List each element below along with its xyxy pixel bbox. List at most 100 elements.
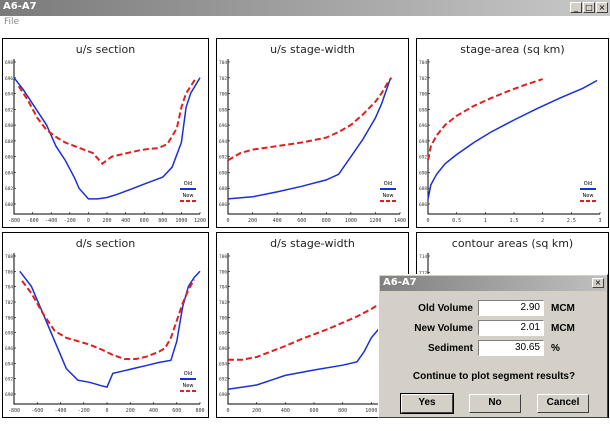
series-line-new [427, 78, 544, 161]
y-tick-label: 698 [219, 331, 227, 337]
chart-ds-section: d/s section 708 706 704 702 700 698 696 694 692 69… [2, 232, 209, 418]
chart-title: u/s stage-width [270, 43, 355, 56]
x-tick-label: -200 [64, 218, 76, 224]
dialog-close-icon[interactable]: × [592, 278, 604, 288]
x-tick-label: -800 [8, 218, 20, 224]
series-line-new [21, 279, 196, 360]
x-tick-label: 1000 [175, 218, 187, 224]
legend-label-old: Old [184, 371, 193, 377]
x-tick-label: -800 [8, 408, 20, 414]
y-tick-label: 704 [219, 60, 227, 66]
new-volume-row: New Volume 2.01 MCM [379, 320, 609, 338]
y-tick-label: 690 [219, 170, 227, 176]
x-tick-label: 600 [140, 218, 149, 224]
results-dialog: A6-A7 × Old Volume 2.90 MCM New Volume 2… [378, 274, 608, 418]
y-tick-label: 700 [219, 92, 227, 98]
y-tick-label: 692 [419, 155, 427, 161]
x-tick-label: 400 [281, 408, 290, 414]
x-tick-label: -600 [31, 408, 43, 414]
sediment-unit: % [551, 343, 560, 354]
x-tick-label: -600 [27, 218, 39, 224]
old-volume-field[interactable]: 2.90 [478, 300, 544, 316]
x-tick-label: 2 [541, 218, 544, 224]
y-tick-label: 702 [219, 300, 227, 306]
x-tick-label: 1200 [369, 218, 381, 224]
x-tick-label: 1400 [394, 218, 406, 224]
y-tick-label: 694 [419, 139, 427, 145]
x-tick-label: 0 [87, 218, 90, 224]
legend-label-old: Old [584, 181, 593, 187]
chart-svg: d/s section 708 706 704 702 700 698 696 694 692 69… [5, 237, 205, 414]
y-tick-label: 700 [219, 315, 227, 321]
y-tick-label: 708 [219, 254, 227, 260]
y-tick-label: 686 [219, 202, 227, 208]
chart-svg: stage-area (sq km) 704 702 700 698 696 694 692 6… [419, 43, 602, 224]
x-tick-label: 0 [426, 218, 429, 224]
x-tick-label: 400 [121, 218, 130, 224]
y-tick-label: 682 [5, 186, 13, 192]
menu-file[interactable]: File [4, 17, 20, 27]
cancel-button[interactable]: Cancel [537, 394, 589, 413]
x-tick-label: 1000 [365, 408, 377, 414]
y-tick-label: 702 [219, 76, 227, 82]
minimize-button[interactable]: _ [570, 2, 582, 13]
y-tick-label: 694 [5, 92, 13, 98]
y-tick-label: 714 [419, 254, 427, 260]
y-tick-label: 688 [419, 186, 427, 192]
chart-title: stage-area (sq km) [460, 43, 564, 56]
chart-us-section: u/s section 698 696 694 692 690 688 686 684 682 68… [2, 38, 209, 228]
chart-title: d/s stage-width [270, 237, 355, 250]
x-tick-label: 200 [252, 408, 261, 414]
x-tick-label: 800 [322, 218, 331, 224]
dialog-title: A6-A7 [383, 277, 417, 288]
yes-button[interactable]: Yes [400, 393, 454, 414]
x-tick-label: -400 [54, 408, 66, 414]
y-tick-label: 694 [5, 361, 13, 367]
x-tick-label: 1 [484, 218, 487, 224]
y-tick-label: 692 [5, 377, 13, 383]
x-tick-label: 1200 [194, 218, 206, 224]
menu-bar: File [0, 16, 610, 30]
y-tick-label: 700 [5, 315, 13, 321]
legend-label-new: New [183, 193, 194, 199]
chart-stage-area: stage-area (sq km) 704 702 700 698 696 694 692 6… [416, 38, 609, 228]
sediment-row: Sediment 30.65 % [379, 340, 609, 358]
legend-label-new: New [583, 193, 594, 199]
x-tick-label: 800 [195, 408, 204, 414]
x-tick-label: 0 [226, 218, 229, 224]
old-volume-unit: MCM [551, 303, 575, 314]
series-line-new [227, 77, 393, 162]
axis-lines [13, 59, 200, 215]
window-title: A6-A7 [3, 1, 37, 12]
chart-svg: u/s section 698 696 694 692 690 688 686 684 682 68… [5, 43, 206, 224]
y-tick-label: 708 [5, 254, 13, 260]
axis-lines [427, 59, 600, 215]
y-tick-label: 704 [5, 285, 13, 291]
maximize-button[interactable]: □ [583, 2, 595, 13]
y-tick-label: 702 [419, 76, 427, 82]
sediment-field[interactable]: 30.65 [478, 340, 544, 356]
x-tick-label: 0 [105, 408, 108, 414]
y-tick-label: 692 [219, 155, 227, 161]
chart-title: u/s section [76, 43, 136, 56]
x-tick-label: 2.5 [567, 218, 576, 224]
y-tick-label: 694 [219, 361, 227, 367]
old-volume-label: Old Volume [418, 303, 473, 314]
axis-lines [13, 253, 200, 405]
series-line-old [19, 270, 201, 388]
no-button[interactable]: No [469, 394, 521, 413]
y-tick-label: 696 [219, 346, 227, 352]
x-tick-label: 1.5 [509, 218, 518, 224]
window-titlebar: A6-A7 _ □ × [0, 0, 610, 16]
y-tick-label: 696 [219, 123, 227, 129]
y-tick-label: 698 [419, 107, 427, 113]
close-button[interactable]: × [596, 2, 608, 13]
x-tick-label: -200 [78, 408, 90, 414]
y-tick-label: 688 [5, 139, 13, 145]
chart-us-stage-width: u/s stage-width 704 702 700 698 696 694 692 690 6… [216, 38, 409, 228]
y-tick-label: 696 [5, 76, 13, 82]
y-tick-label: 698 [219, 107, 227, 113]
series-line-old [227, 78, 391, 200]
new-volume-field[interactable]: 2.01 [478, 320, 544, 336]
y-tick-label: 688 [219, 186, 227, 192]
